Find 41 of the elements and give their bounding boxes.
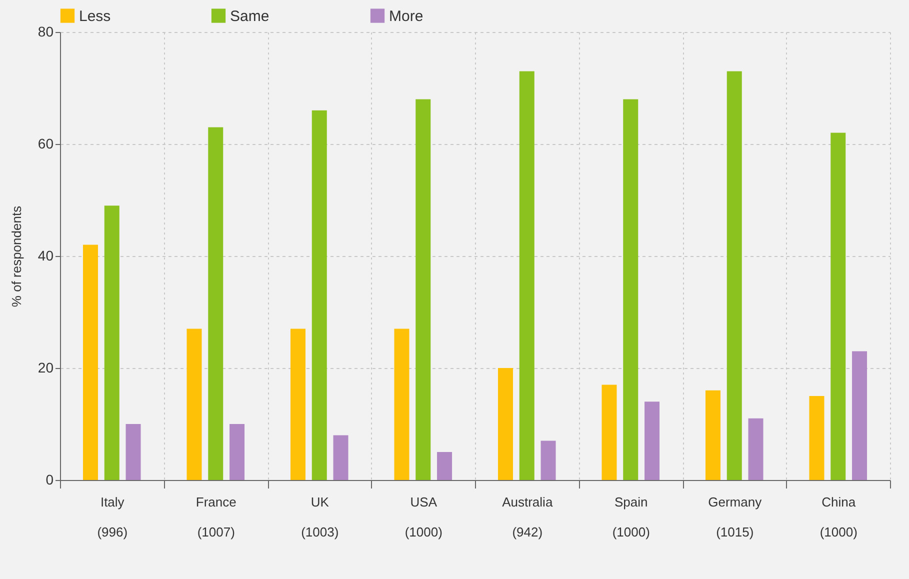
bar: [437, 452, 452, 480]
y-tick-label: 80: [38, 24, 54, 40]
x-tick-label: Italy (996): [97, 494, 128, 540]
legend-label: More: [389, 8, 424, 25]
bar: [644, 402, 660, 480]
bar: [623, 99, 638, 480]
bar: [82, 244, 98, 480]
x-tick-label: UK (1003): [301, 494, 339, 540]
bar: [394, 328, 410, 480]
bar: [540, 440, 556, 480]
x-tick-label: Australia (942): [502, 494, 554, 540]
bar: [104, 206, 120, 480]
bar: [602, 384, 617, 480]
bar: [333, 435, 348, 480]
bar: [126, 424, 141, 480]
x-tick-label: Spain (1000): [612, 494, 650, 540]
x-tick-label: China (1000): [820, 494, 858, 540]
x-tick-label: Germany (1015): [708, 494, 762, 540]
bar: [748, 418, 764, 480]
legend-label: Less: [79, 8, 111, 25]
y-axis-title: % of respondents: [8, 205, 24, 308]
y-tick-label: 40: [38, 248, 54, 264]
y-tick-label: 20: [38, 360, 54, 376]
bar: [312, 110, 327, 480]
bar: [498, 368, 513, 480]
x-tick-label: USA (1000): [404, 494, 442, 540]
legend-label: Same: [230, 8, 270, 25]
bar: [809, 396, 824, 480]
y-tick-label: 0: [46, 472, 54, 488]
y-tick-label: 60: [38, 136, 54, 152]
bar: [186, 328, 202, 480]
bar: [416, 99, 431, 480]
x-tick-label: France (1007): [196, 494, 236, 540]
bar: [208, 127, 224, 480]
bar: [290, 328, 306, 480]
bar: [230, 424, 245, 480]
bar: [830, 132, 846, 480]
bar: [726, 71, 742, 480]
bar: [705, 390, 720, 480]
bar: [852, 351, 868, 480]
bar: [519, 71, 534, 480]
